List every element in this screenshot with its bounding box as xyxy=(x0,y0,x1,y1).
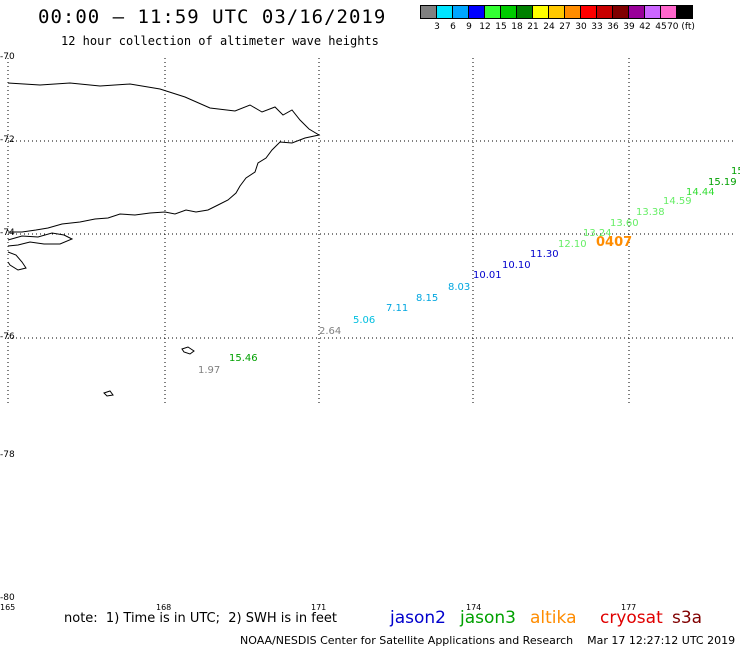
wave-height-label: 12.10 xyxy=(558,239,587,250)
footer-note: note: 1) Time is in UTC; 2) SWH is in fe… xyxy=(64,611,337,626)
satellite-altika: altika xyxy=(530,608,577,628)
wave-height-label: 2.64 xyxy=(319,326,341,337)
coastline-path xyxy=(7,251,27,271)
graticule xyxy=(7,58,735,405)
wave-height-label: 11.30 xyxy=(530,249,559,260)
color-swatch xyxy=(676,5,693,19)
wave-height-label: 13.24 xyxy=(583,228,612,239)
lat-label: -74 xyxy=(0,228,15,238)
color-scale-label: 12 xyxy=(479,22,491,32)
wave-height-label: 15 xyxy=(731,166,740,177)
wave-height-label: 5.06 xyxy=(353,315,375,326)
lon-label: 168 xyxy=(156,603,172,612)
wave-height-label: 13.38 xyxy=(636,207,665,218)
coastline xyxy=(7,82,321,397)
color-scale-label: 39 xyxy=(623,22,635,32)
color-scale-label: 3 xyxy=(434,22,440,32)
island-outline xyxy=(103,390,114,397)
wave-height-label: 10.10 xyxy=(502,260,531,271)
satellite-jason2: jason2 xyxy=(390,608,446,628)
color-scale-label: 36 xyxy=(607,22,619,32)
color-scale-label: 42 xyxy=(639,22,651,32)
satellite-cryosat: cryosat xyxy=(600,608,663,628)
color-scale-label: 70 (ft) xyxy=(667,22,695,32)
lon-label: 177 xyxy=(621,603,637,612)
color-scale-label: 6 xyxy=(450,22,456,32)
coastline-path xyxy=(7,82,321,233)
wave-height-label: 15.46 xyxy=(229,353,258,364)
wave-height-label: 13.60 xyxy=(610,218,639,229)
wave-height-label: 7.11 xyxy=(386,303,408,314)
wave-height-label: 14.44 xyxy=(686,187,715,198)
island-outline xyxy=(181,346,195,355)
lon-label: 165 xyxy=(0,603,16,612)
satellite-s3a: s3a xyxy=(672,608,703,628)
lon-label: 171 xyxy=(311,603,327,612)
map-title: 00:00 – 11:59 UTC 03/16/2019 xyxy=(38,6,387,28)
coastline-path xyxy=(7,232,74,247)
wave-height-label: 10.01 xyxy=(473,270,502,281)
lat-label: -70 xyxy=(0,52,15,62)
map-subtitle: 12 hour collection of altimeter wave hei… xyxy=(61,34,379,48)
wave-height-label: 1.97 xyxy=(198,365,220,376)
color-scale-label: 24 xyxy=(543,22,555,32)
lat-label: -78 xyxy=(0,450,15,460)
wave-height-label: 0407 xyxy=(596,235,632,250)
wave-height-label: 8.15 xyxy=(416,293,438,304)
color-scale-label: 30 xyxy=(575,22,587,32)
color-scale-label: 45 xyxy=(655,22,667,32)
color-scale-label: 18 xyxy=(511,22,523,32)
lon-label: 174 xyxy=(466,603,482,612)
credit-line: NOAA/NESDIS Center for Satellite Applica… xyxy=(240,634,736,647)
lat-label: -80 xyxy=(0,593,15,603)
color-scale-label: 21 xyxy=(527,22,539,32)
wave-height-label: 14.59 xyxy=(663,196,692,207)
color-scale-label: 33 xyxy=(591,22,603,32)
lat-label: -76 xyxy=(0,332,15,342)
lat-label: -72 xyxy=(0,135,15,145)
color-scale-label: 9 xyxy=(466,22,472,32)
satellite-jason3: jason3 xyxy=(460,608,516,628)
color-scale-bar xyxy=(420,5,693,19)
wave-height-label: 8.03 xyxy=(448,282,470,293)
color-scale-label: 15 xyxy=(495,22,507,32)
wave-height-label: 15.19 xyxy=(708,177,737,188)
wave-height-labels: 1.9715.462.645.067.118.158.0310.0110.101… xyxy=(198,166,740,376)
color-scale-label: 27 xyxy=(559,22,571,32)
